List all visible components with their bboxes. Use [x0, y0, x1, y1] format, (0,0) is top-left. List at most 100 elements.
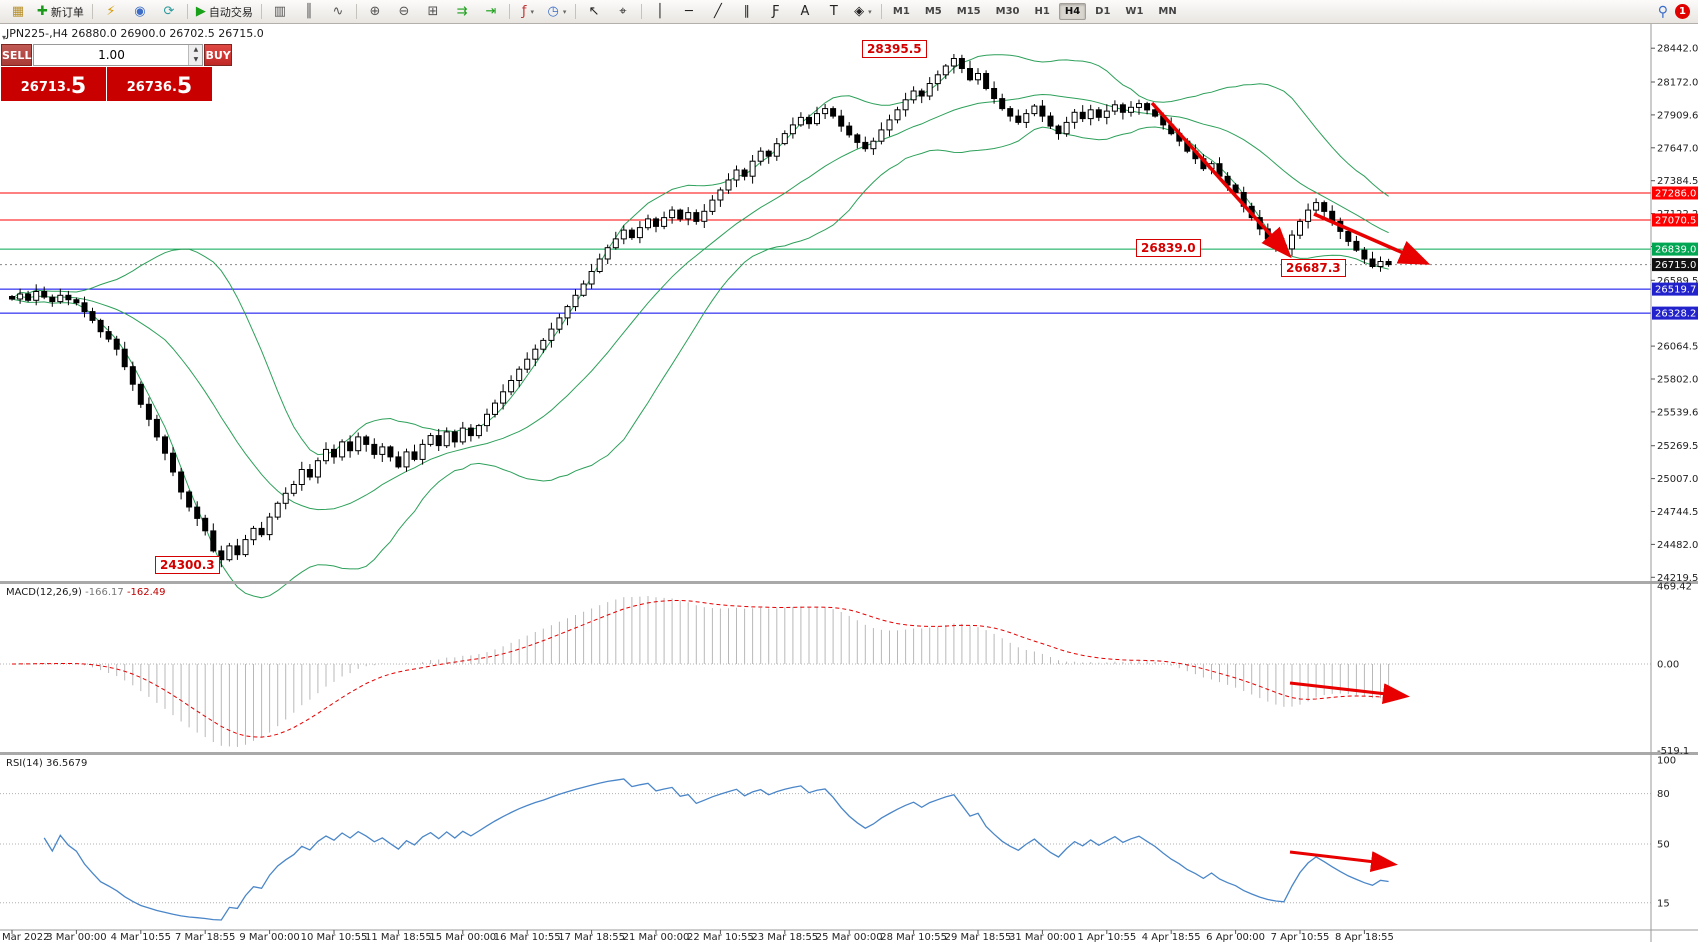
- collapse-one-click-icon[interactable]: ▾: [2, 33, 7, 42]
- channel-button[interactable]: ∥: [733, 1, 761, 23]
- time-axis-label: 15 Mar 00:00: [429, 932, 496, 942]
- time-axis-label: 16 Mar 10:55: [494, 932, 561, 942]
- quotes-button[interactable]: ⚡: [97, 1, 125, 23]
- tf-h1-button[interactable]: H1: [1034, 6, 1050, 17]
- zoom-in-icon: ⊕: [369, 4, 381, 19]
- time-axis-label: 7 Apr 10:55: [1271, 932, 1330, 942]
- buy-price-big-digit: 5: [176, 74, 193, 99]
- tf-m15-button[interactable]: M15: [956, 6, 981, 17]
- tf-m1-button[interactable]: M1: [892, 6, 910, 17]
- rsi-axis-label: 50: [1657, 840, 1670, 851]
- cursor-icon: ↖: [588, 4, 600, 19]
- line-chart-icon: ∿: [332, 4, 344, 19]
- symbol-ohlc-line: JPN225-,H4 26880.0 26900.0 26702.5 26715…: [6, 27, 264, 40]
- tf-m5-button[interactable]: M5: [924, 6, 942, 17]
- bar-chart-button[interactable]: ▥: [266, 1, 294, 23]
- vertical-line-button[interactable]: │: [646, 1, 674, 23]
- line-chart-button[interactable]: ∿: [324, 1, 352, 23]
- price-annotation-label[interactable]: 26839.0: [1136, 239, 1201, 257]
- shapes-button[interactable]: ◈ ▾: [849, 1, 877, 23]
- price-annotation-label[interactable]: 24300.3: [155, 556, 220, 574]
- tf-w1-button[interactable]: W1: [1125, 6, 1144, 17]
- zoom-out-icon: ⊖: [398, 4, 410, 19]
- candlestick-chart-button[interactable]: ║: [295, 1, 323, 23]
- sell-price-big-digit: 5: [70, 74, 87, 99]
- time-axis-label: 7 Mar 18:55: [175, 932, 235, 942]
- price-badge-label: 26328.2: [1655, 309, 1696, 320]
- buy-price: 26736.: [126, 80, 177, 95]
- vertical-line-icon: │: [655, 4, 664, 19]
- rsi-value: 36.5679: [45, 758, 88, 769]
- quotes-icon: ⚡: [106, 4, 116, 19]
- tf-d1-button[interactable]: D1: [1095, 6, 1111, 17]
- price-axis-label: 25802.0: [1657, 375, 1698, 386]
- time-axis-label: 3 Mar 00:00: [46, 932, 106, 942]
- search-icon[interactable]: ⚲: [1657, 3, 1668, 20]
- tf-h4-button[interactable]: H4: [1058, 3, 1087, 20]
- new-chart-button[interactable]: ▦: [4, 1, 32, 23]
- time-axis-label: 21 Mar 00:00: [623, 932, 690, 942]
- text-label-icon: T: [829, 4, 838, 19]
- rsi-axis-label: 80: [1657, 789, 1670, 800]
- cursor-button[interactable]: ↖: [580, 1, 608, 23]
- macd-name: MACD(12,26,9): [6, 587, 82, 598]
- price-badge-label: 26715.0: [1655, 260, 1696, 271]
- channel-icon: ∥: [743, 4, 751, 19]
- volume-up-icon[interactable]: ▲: [189, 45, 203, 55]
- trend-arrows[interactable]: [1150, 101, 1431, 872]
- chart-shift-button[interactable]: ⇥: [477, 1, 505, 23]
- zoom-in-button[interactable]: ⊕: [361, 1, 389, 23]
- price-axis-label: 26064.5: [1657, 342, 1698, 353]
- trendline-button[interactable]: ╱: [704, 1, 732, 23]
- buy-button[interactable]: BUY: [204, 44, 232, 66]
- horizontal-line-icon: ─: [684, 4, 693, 19]
- toolbar-separator: [640, 4, 642, 19]
- period-clock-button[interactable]: ◷ ▾: [543, 1, 571, 23]
- tf-m30-button[interactable]: M30: [995, 6, 1020, 17]
- sell-price-box[interactable]: 26713. 5: [1, 67, 106, 101]
- text-button[interactable]: A: [791, 1, 819, 23]
- macd-histogram: [19, 596, 1390, 747]
- toolbar-separator: [574, 4, 576, 19]
- autotrading-button[interactable]: ▶ 自动交易: [192, 1, 257, 23]
- chart-shift-icon: ⇥: [485, 4, 497, 19]
- buy-price-box[interactable]: 26736. 5: [107, 67, 212, 101]
- price-axis: 28442.028172.027909.627647.027384.527122…: [1651, 44, 1698, 909]
- tile-windows-icon: ⊞: [427, 4, 439, 19]
- volume-input[interactable]: [34, 45, 189, 65]
- fibonacci-button[interactable]: Ƒ: [762, 1, 790, 23]
- tf-mn-button[interactable]: MN: [1158, 6, 1177, 17]
- price-axis-label: 28172.0: [1657, 78, 1698, 89]
- toolbar-separator: [260, 4, 262, 19]
- crosshair-button[interactable]: ⌖: [609, 1, 637, 23]
- volume-down-icon[interactable]: ▼: [189, 55, 203, 65]
- sell-button[interactable]: SELL: [1, 44, 33, 66]
- toolbar-separator: [880, 4, 882, 19]
- new-order-button[interactable]: ✚ 新订单: [33, 1, 88, 23]
- macd-indicator-label: MACD(12,26,9) -166.17 -162.49: [6, 587, 166, 598]
- price-axis-label: 27384.5: [1657, 176, 1698, 187]
- price-axis-label: 27909.6: [1657, 110, 1698, 121]
- price-axis-label: 27647.0: [1657, 143, 1698, 154]
- time-axis-label: 10 Mar 10:55: [301, 932, 368, 942]
- auto-scroll-button[interactable]: ⇉: [448, 1, 476, 23]
- price-badge: [1652, 258, 1698, 272]
- time-axis-label: 31 Mar 00:00: [1009, 932, 1076, 942]
- accounts-button[interactable]: ◉: [126, 1, 154, 23]
- macd-main-value: -166.17: [85, 587, 124, 598]
- new-chart-icon: ▦: [11, 4, 25, 19]
- text-label-button[interactable]: T: [820, 1, 848, 23]
- price-badge-label: 26519.7: [1655, 285, 1696, 296]
- price-annotation-label[interactable]: 28395.5: [862, 40, 927, 58]
- tile-windows-button[interactable]: ⊞: [419, 1, 447, 23]
- rsi-indicator-label: RSI(14) 36.5679: [6, 758, 87, 769]
- price-annotation-label[interactable]: 26687.3: [1281, 259, 1346, 277]
- price-axis-label: 25269.5: [1657, 441, 1698, 452]
- notification-badge[interactable]: 1: [1675, 4, 1690, 19]
- zoom-out-button[interactable]: ⊖: [390, 1, 418, 23]
- macd-axis-label: -519.1: [1657, 746, 1689, 757]
- indicators-button[interactable]: ƒ ▾: [514, 1, 542, 23]
- horizontal-line-button[interactable]: ─: [675, 1, 703, 23]
- refresh-button[interactable]: ⟳: [155, 1, 183, 23]
